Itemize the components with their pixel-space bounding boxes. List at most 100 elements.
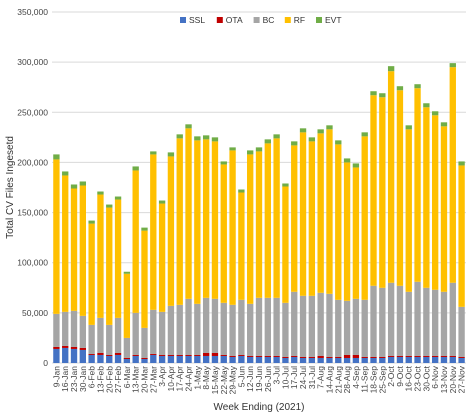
bar-segment-bc (141, 327, 148, 358)
bar-segment-rf (150, 154, 157, 310)
bar-segment-ota (352, 354, 360, 358)
x-tick-label: 17-Jul (289, 366, 299, 389)
bar-segment-bc (70, 310, 78, 347)
x-tick-label: 4-Sep (351, 366, 361, 389)
bar-segment-ota (220, 354, 227, 356)
bar-segment-evt (387, 66, 395, 72)
bar-segment-bc (194, 303, 201, 355)
x-tick-label: 30-Jan (78, 366, 88, 392)
bar-segment-ota (343, 354, 351, 358)
bar-segment-evt (440, 122, 448, 127)
bar-segment-ota (423, 355, 430, 357)
bar-segment-ssl (326, 357, 333, 363)
bar-segment-ssl (211, 355, 219, 363)
x-tick-label: 2-Oct (386, 365, 396, 386)
bar-segment-bc (264, 297, 271, 356)
bar-segment-ota (326, 356, 333, 358)
bar-segment-evt (317, 129, 324, 134)
bar-segment-rf (361, 136, 368, 300)
bar-segment-rf (158, 203, 166, 312)
bar-segment-rf (123, 273, 131, 338)
bar-segment-ssl (106, 355, 113, 363)
bar-segment-rf (396, 90, 404, 286)
x-tick-label: 19-Jun (254, 366, 264, 392)
x-tick-label: 31-Jul (307, 366, 317, 389)
bar-segment-rf (62, 175, 69, 312)
bar-segment-evt (343, 158, 351, 163)
bar-segment-rf (282, 186, 289, 303)
bar-segment-ota (396, 355, 404, 357)
legend-swatch-ota (216, 17, 223, 23)
bar-segment-evt (423, 103, 430, 108)
x-tick-label: 9-Oct (395, 365, 405, 386)
legend-swatch-evt (316, 17, 322, 23)
y-tick-label: 200,000 (17, 157, 48, 167)
legend-label-ota: OTA (226, 15, 243, 25)
bar-segment-evt (114, 196, 122, 200)
bar-segment-ota (185, 354, 192, 356)
x-tick-label: 24-Jul (298, 366, 308, 389)
bar-segment-evt (202, 135, 210, 140)
x-tick-label: 27-Mar (148, 366, 158, 393)
bar-segment-rf (88, 223, 95, 325)
bar-segment-bc (106, 324, 113, 355)
y-tick-label: 150,000 (17, 208, 48, 218)
bar-segment-ota (335, 356, 342, 358)
bar-segment-ota (282, 356, 289, 358)
y-tick-label: 350,000 (17, 7, 48, 17)
bar-segment-evt (352, 163, 360, 168)
x-tick-label: 10-Jul (280, 366, 290, 389)
bar-segment-evt (282, 183, 289, 187)
y-tick-label: 250,000 (17, 107, 48, 117)
bar-segment-rf (308, 141, 316, 296)
bar-segment-rf (202, 139, 210, 298)
bar-segment-ssl (229, 356, 236, 363)
bar-segment-rf (299, 132, 307, 296)
bar-segment-ota (370, 356, 377, 358)
bar-segment-evt (273, 134, 280, 139)
bar-segment-evt (458, 161, 465, 166)
bar-segment-bc (88, 324, 95, 354)
bar-segment-evt (150, 151, 157, 155)
bar-segment-rf (379, 97, 386, 288)
bar-segment-ota (431, 355, 439, 357)
bar-segment-ota (132, 354, 139, 356)
bar-segment-bc (167, 305, 175, 355)
bar-segment-evt (70, 184, 78, 189)
bar-segment-ssl (88, 354, 95, 363)
bar-segment-evt (405, 125, 412, 130)
bar-segment-ota (70, 346, 78, 349)
legend-label-ssl: SSL (189, 15, 205, 25)
bar-segment-ssl (282, 357, 289, 363)
bar-segment-ota (176, 354, 183, 356)
bar-segment-rf (238, 192, 245, 300)
bar-segment-ssl (141, 358, 148, 363)
bar-segment-ota (62, 345, 69, 348)
bar-segment-ssl (317, 357, 324, 363)
x-tick-label: 8-May (201, 365, 211, 389)
y-tick-label: 300,000 (17, 57, 48, 67)
bar-segment-bc (114, 317, 122, 353)
bar-segment-evt (141, 227, 148, 231)
x-tick-label: 23-Oct (413, 365, 423, 391)
bar-segment-ssl (423, 356, 430, 363)
x-tick-label: 3-Jul (272, 366, 282, 385)
x-tick-label: 13-Feb (95, 366, 105, 393)
bar-segment-rf (229, 150, 236, 305)
x-tick-label: 21-Aug (333, 366, 343, 394)
legend-swatch-bc (253, 17, 260, 23)
bar-segment-bc (449, 282, 456, 356)
bar-segment-bc (379, 287, 386, 357)
bar-segment-rf (141, 230, 148, 328)
bar-segment-bc (405, 291, 412, 356)
x-tick-label: 6-Feb (87, 366, 97, 388)
x-tick-label: 10-Apr (166, 366, 176, 392)
bar-segment-rf (106, 207, 113, 325)
legend-label-evt: EVT (325, 15, 342, 25)
bar-segment-rf (167, 156, 175, 306)
x-tick-label: 28-Aug (342, 366, 352, 394)
bar-segment-bc (299, 295, 307, 357)
bar-segment-ssl (132, 355, 139, 363)
bar-segment-ssl (194, 355, 201, 363)
bar-segment-evt (194, 136, 201, 141)
